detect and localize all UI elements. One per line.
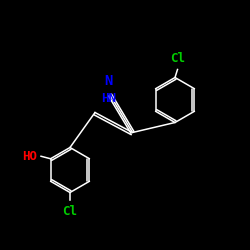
- Text: Cl: Cl: [170, 52, 185, 65]
- Text: Cl: Cl: [62, 205, 78, 218]
- Text: HN: HN: [101, 92, 116, 105]
- Text: N: N: [104, 74, 113, 88]
- Text: HO: HO: [22, 150, 37, 163]
